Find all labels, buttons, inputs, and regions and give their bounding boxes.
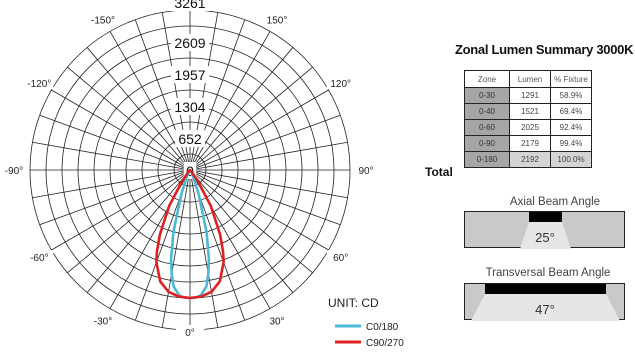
- table-row: 0-90 2179 99.4%: [464, 135, 592, 152]
- header-lumen: Lumen: [509, 70, 551, 88]
- cell-zone: 0-30: [464, 87, 510, 104]
- angle-label: -90°: [5, 166, 23, 177]
- grid-spoke: [189, 169, 341, 226]
- cell-lumen: 1291: [509, 87, 551, 104]
- axial-beam-value: 25°: [535, 230, 555, 245]
- axial-beam-diagram: [464, 211, 625, 249]
- grid-spoke: [189, 169, 348, 199]
- angle-label: -150°: [91, 15, 115, 26]
- grid-spoke: [86, 169, 191, 293]
- total-label: Total: [425, 165, 453, 179]
- angle-label: 60°: [333, 253, 348, 264]
- table-row: 0-60 2025 92.4%: [464, 119, 592, 136]
- angle-label-bg: [352, 163, 380, 176]
- cell-zone: 0-40: [464, 103, 510, 120]
- cell-percent: 58.9%: [550, 87, 592, 104]
- radial-tick-label: 1304: [174, 99, 205, 115]
- transversal-beam-cone: [471, 294, 620, 321]
- grid-spoke: [161, 169, 191, 328]
- transversal-beam-value: 47°: [535, 302, 555, 317]
- grid-spoke: [51, 89, 191, 171]
- header-percent-fixture: % Fixture: [550, 70, 592, 88]
- cell-zone: 0-60: [464, 119, 510, 136]
- header-zone: Zone: [464, 70, 510, 88]
- grid-spoke: [32, 169, 191, 199]
- grid-spoke: [67, 66, 191, 171]
- cell-lumen: 2192: [509, 151, 551, 168]
- radial-tick-label: 1957: [174, 67, 205, 83]
- cell-percent: 99.4%: [550, 135, 592, 152]
- cell-lumen: 2025: [509, 119, 551, 136]
- angle-label: 150°: [267, 15, 288, 26]
- axial-beam-cone: [520, 222, 571, 249]
- angle-label-bg: [0, 163, 28, 176]
- angle-label: -120°: [27, 79, 51, 90]
- angle-label-bg: [89, 12, 117, 26]
- axial-emitter: [529, 212, 562, 222]
- grid-spoke: [189, 169, 313, 274]
- tick-label-bg: [170, 65, 210, 83]
- axial-beam-title: Axial Beam Angle: [509, 196, 601, 208]
- cell-zone: 0-90: [464, 135, 510, 152]
- cell-percent: 69.4%: [550, 103, 592, 120]
- angle-label-bg: [263, 313, 291, 327]
- cell-zone: 0-180: [464, 151, 510, 168]
- grid-spoke: [189, 141, 348, 171]
- grid-spoke: [51, 169, 191, 251]
- grid-spoke: [189, 66, 313, 171]
- table-row: 0-30 1291 58.9%: [464, 87, 592, 104]
- tick-label-bg: [170, 0, 210, 11]
- grid-spoke: [67, 169, 191, 274]
- table-total-row: 0-180 2192 100.0%: [464, 151, 592, 168]
- zonal-lumen-table: Zone Lumen % Fixture 0-30 1291 58.9% 0-4…: [464, 70, 592, 168]
- grid-spoke: [189, 114, 341, 171]
- unit-label: UNIT: CD: [328, 296, 379, 310]
- angle-label-bg: [326, 76, 355, 89]
- legend-label: C0/180: [366, 322, 399, 333]
- angle-label: -60°: [30, 253, 48, 264]
- angle-label-bg: [25, 250, 54, 263]
- grid-spoke: [32, 141, 191, 171]
- angle-label: 120°: [330, 79, 351, 90]
- grid-spoke: [39, 169, 191, 226]
- table-header-row: Zone Lumen % Fixture: [464, 70, 592, 88]
- transversal-beam-shape: [471, 284, 620, 321]
- grid-spoke: [189, 169, 294, 293]
- radial-tick-label: 2609: [174, 35, 205, 51]
- angle-label: 30°: [269, 317, 284, 328]
- angle-label-bg: [176, 325, 204, 338]
- grid-spoke: [189, 169, 329, 251]
- grid-spoke: [189, 169, 219, 328]
- tick-label-bg: [175, 130, 205, 148]
- tick-label-bg: [170, 98, 210, 116]
- transversal-emitter: [485, 284, 606, 294]
- series-curve-c90-270: [155, 168, 225, 300]
- angle-label: 90°: [358, 166, 373, 177]
- axial-beam-shape: [520, 212, 571, 249]
- grid-spoke: [39, 114, 191, 171]
- angle-label: -30°: [94, 317, 112, 328]
- transversal-beam-diagram: [464, 283, 625, 321]
- table-row: 0-40 1521 69.4%: [464, 103, 592, 120]
- radial-tick-label: 652: [178, 131, 202, 147]
- cell-percent: 100.0%: [550, 151, 592, 168]
- grid-spoke: [189, 89, 329, 171]
- angle-label-bg: [25, 76, 54, 89]
- transversal-beam-title: Transversal Beam Angle: [485, 267, 611, 279]
- grid-spoke: [189, 47, 294, 171]
- tick-label-bg: [170, 33, 210, 51]
- cell-percent: 92.4%: [550, 119, 592, 136]
- grid-spoke: [86, 47, 191, 171]
- angle-label-bg: [263, 12, 291, 26]
- angle-label: 0°: [185, 328, 195, 339]
- radial-tick-label: 3261: [174, 0, 205, 11]
- cell-lumen: 1521: [509, 103, 551, 120]
- zonal-summary-title: Zonal Lumen Summary 3000K: [455, 42, 634, 57]
- cell-lumen: 2179: [509, 135, 551, 152]
- angle-label-bg: [89, 313, 117, 327]
- legend-label: C90/270: [366, 338, 404, 349]
- angle-label-bg: [326, 250, 355, 263]
